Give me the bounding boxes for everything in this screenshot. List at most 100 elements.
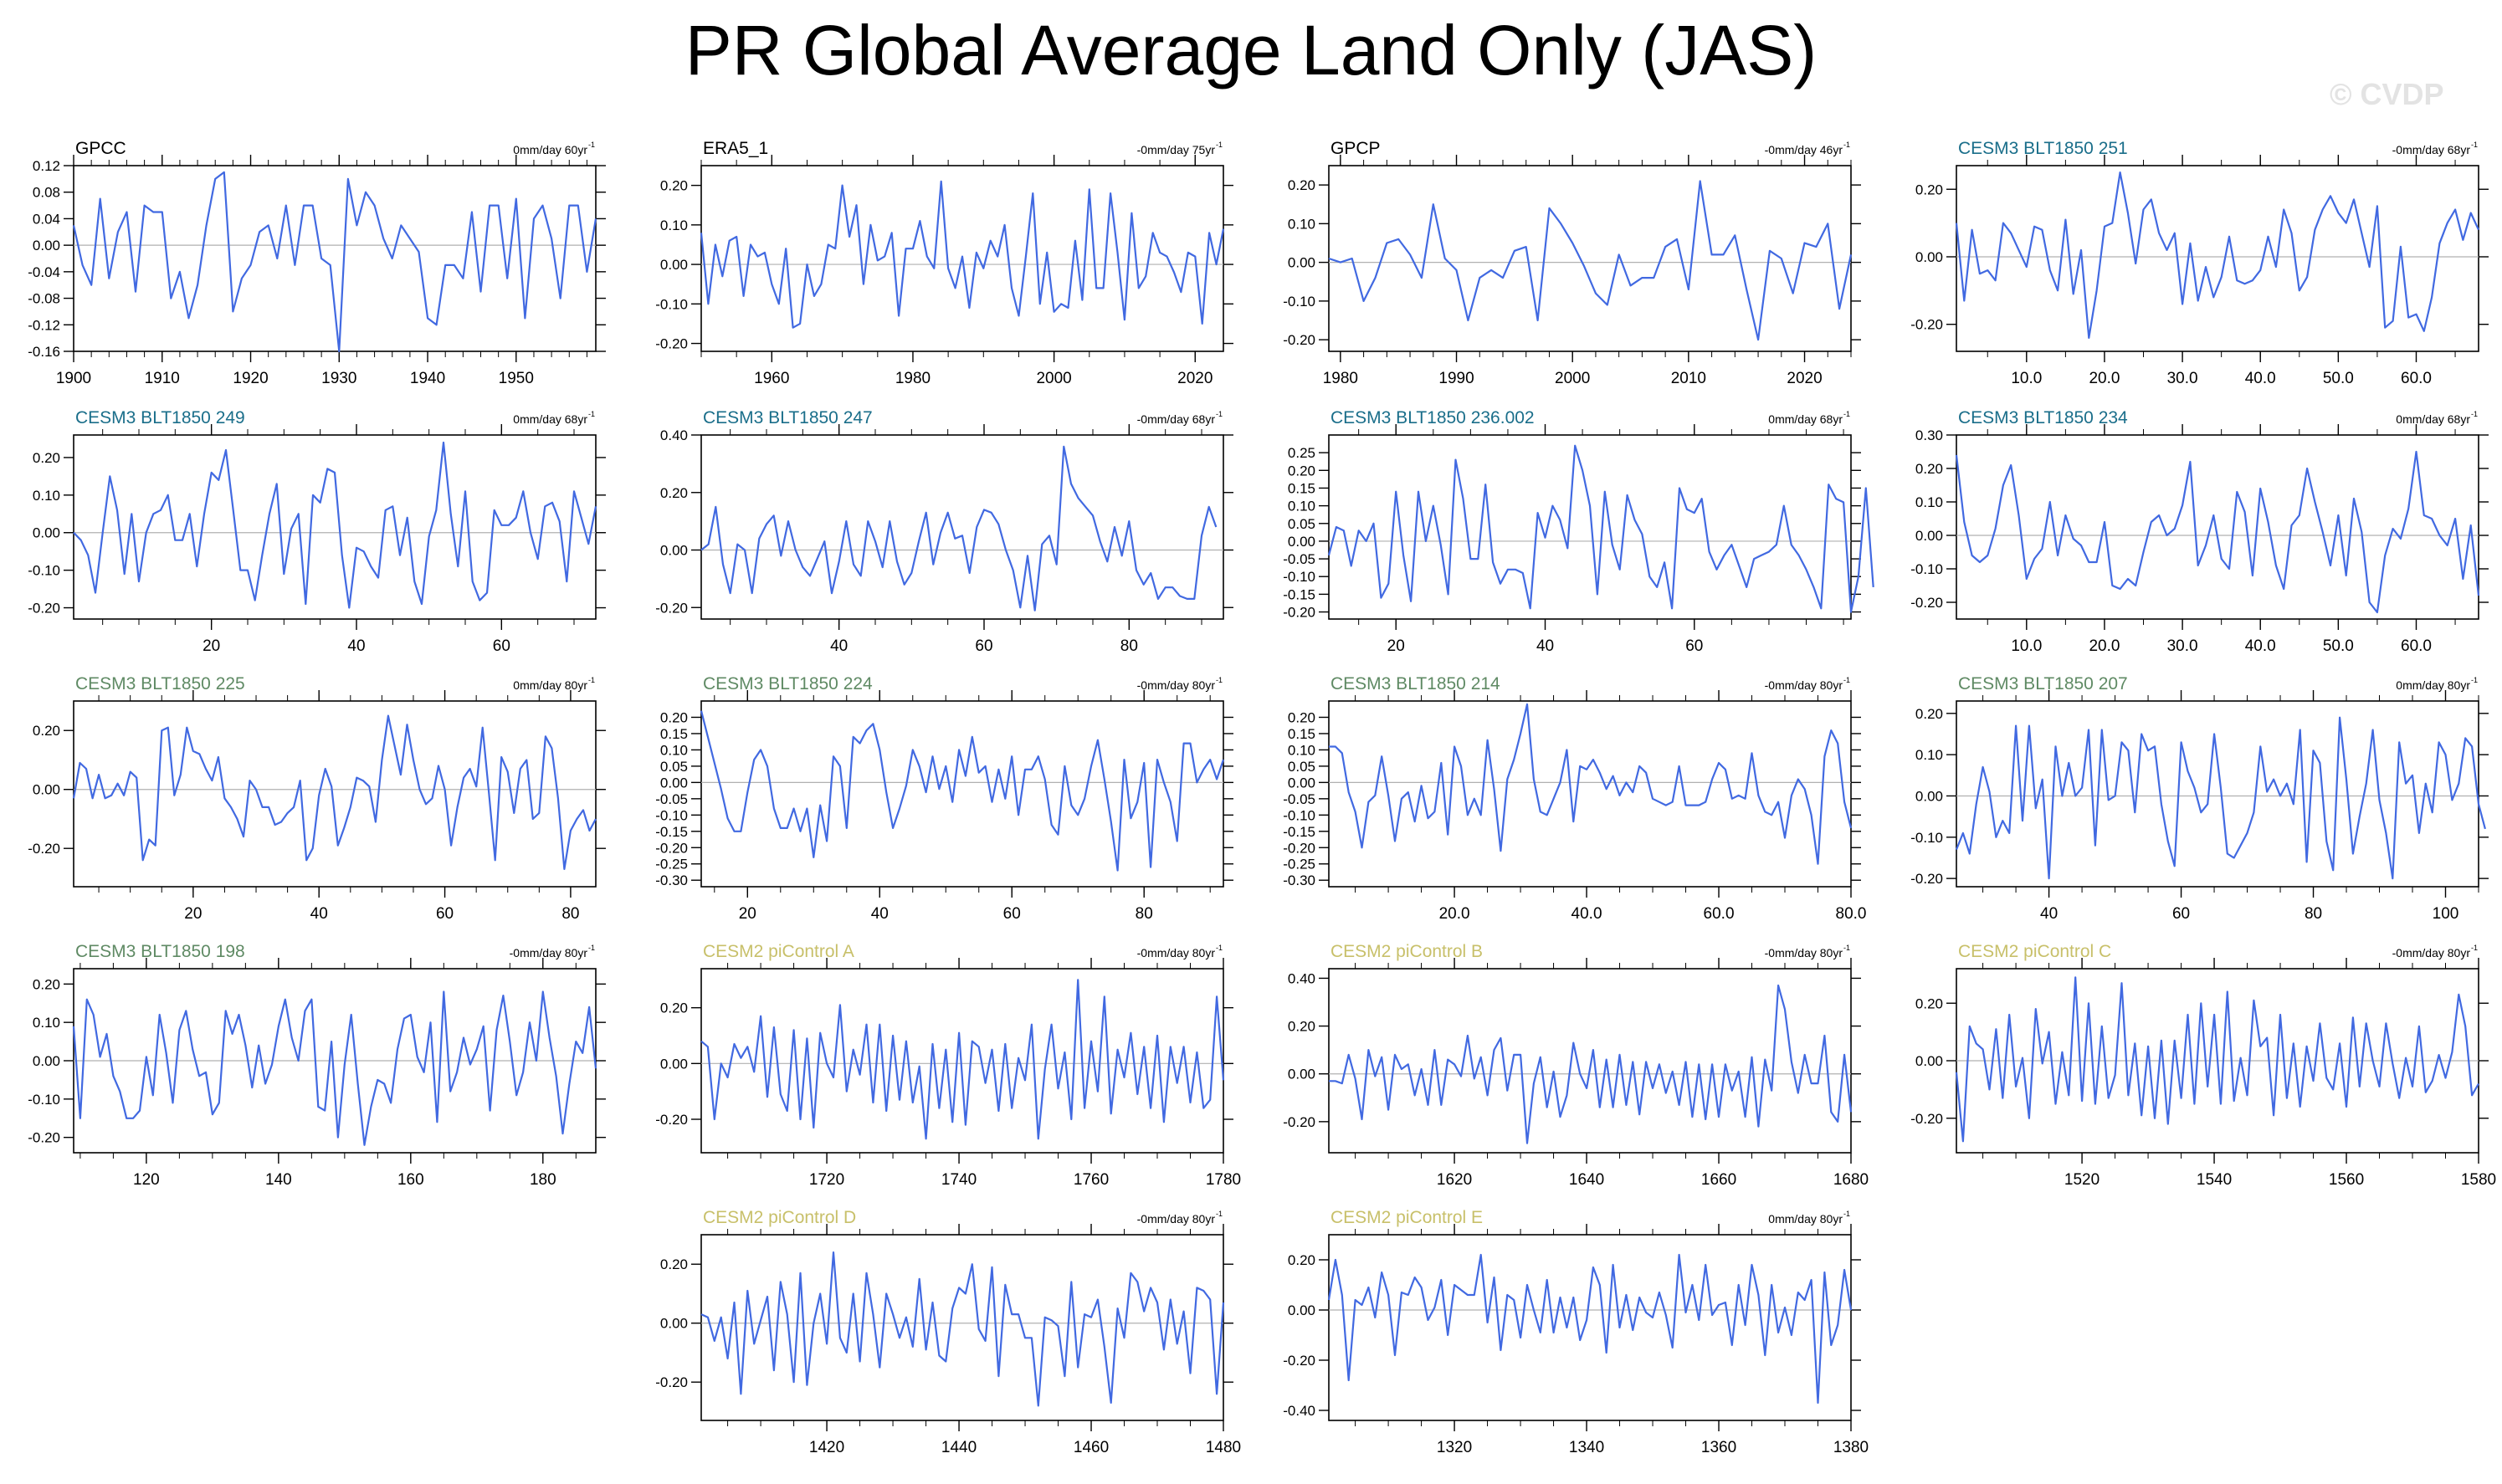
x-tick-label: 1950 [499,370,534,387]
panel-title: CESM3 BLT1850 198 [75,942,245,961]
page-title: PR Global Average Land Only (JAS) [684,11,1818,90]
y-tick-label: 0.00 [1288,1067,1315,1082]
x-tick-label: 30.0 [2167,637,2198,655]
panel-title: CESM3 BLT1850 247 [703,408,873,427]
x-tick-label: 40.0 [1571,905,1602,923]
chart-panel: -0.16 -0.12 -0.08 -0.04 0.00 0.04 0.08 0.12 1900… [28,139,606,387]
trend-label: 0mm/day 68yr [1768,412,1843,426]
y-tick-label: -0.10 [1283,294,1315,310]
x-tick-label: 40 [871,905,889,923]
series-line [700,180,1225,329]
x-tick-label: 20 [739,905,756,923]
x-tick-label: 40 [347,637,365,655]
x-tick-label: 20 [203,637,220,655]
chart-panel: -0.20 -0.10 0.00 0.10 0.20 1960 1980 2000 2020 ER… [655,139,1233,387]
panel-title: GPCP [1330,139,1381,158]
trend-exponent: -1 [1216,410,1223,418]
y-tick-label: 0.20 [660,178,688,194]
x-tick-label: 20.0 [2089,370,2120,387]
series-line [700,445,1218,612]
series-line [1327,1253,1853,1405]
y-tick-label: 0.10 [1915,747,1943,763]
y-tick-label: -0.12 [28,317,60,333]
trend-label: -0mm/day 46yr [1765,143,1843,156]
y-tick-label: 0.40 [1288,970,1315,986]
chart-panel: -0.20 -0.10 0.00 0.10 0.20 120 140 160 180 CESM3 … [28,942,606,1189]
y-tick-label: -0.20 [28,1130,60,1146]
panel-title: CESM3 BLT1850 234 [1958,408,2128,427]
trend-exponent: -1 [1216,141,1223,149]
chart-panel: -0.20 0.00 0.20 0.40 40 60 80 CESM3 BLT1850 247… [655,408,1233,655]
trend-exponent: -1 [588,410,595,418]
plot-frame [700,968,1224,1154]
y-tick-label: -0.20 [655,336,688,352]
y-tick-label: 0.05 [1288,516,1315,532]
watermark-label: © CVDP [2330,77,2444,111]
x-tick-label: 60.0 [1704,905,1735,923]
x-tick-label: 160 [397,1171,424,1189]
chart-panel: -0.20 -0.10 0.00 0.10 0.20 0.30 10.0 20.0 30.0 40… [1910,408,2489,655]
chart-panel: -0.20 -0.10 0.00 0.10 0.20 20 40 60 CESM3 BLT185… [28,408,606,655]
x-tick-label: 1990 [1438,370,1474,387]
trend-label: 0mm/day 68yr [2396,412,2470,426]
panel-title: CESM2 piControl E [1330,1208,1483,1227]
y-tick-label: -0.10 [28,1092,60,1108]
y-tick-label: -0.10 [28,563,60,579]
trend-exponent: -1 [1216,944,1223,952]
y-tick-label: -0.20 [1910,595,1943,611]
y-tick-label: 0.00 [33,782,60,798]
plot-frame [1956,700,2479,888]
y-tick-label: -0.30 [655,872,688,888]
y-tick-label: 0.00 [1915,528,1943,544]
y-tick-label: -0.10 [1910,830,1943,846]
x-tick-label: 1340 [1569,1439,1604,1456]
panel-title: CESM2 piControl C [1958,942,2111,961]
x-tick-label: 60.0 [2401,370,2432,387]
panel-title: CESM3 BLT1850 249 [75,408,245,427]
y-tick-label: 0.10 [33,488,60,504]
x-tick-label: 2000 [1555,370,1590,387]
trend-label: -0mm/day 80yr [1137,1212,1216,1226]
x-tick-label: 1520 [2064,1171,2100,1189]
x-tick-label: 50.0 [2323,637,2354,655]
y-tick-label: -0.15 [1283,586,1315,602]
y-tick-label: -0.25 [1283,857,1315,872]
x-tick-label: 40 [310,905,328,923]
series-line [1327,444,1874,613]
x-tick-label: 10.0 [2011,370,2042,387]
series-line [700,979,1225,1140]
y-tick-label: -0.08 [28,291,60,307]
panel-title: ERA5_1 [703,139,768,158]
y-tick-label: -0.20 [1283,332,1315,348]
chart-panel: -0.30-0.25-0.20-0.15-0.10-0.050.000.050.… [1283,674,1866,923]
x-tick-label: 1640 [1569,1171,1604,1189]
x-tick-label: 80 [1120,637,1138,655]
y-tick-label: -0.15 [1283,824,1315,840]
y-tick-label: 0.00 [1915,249,1943,265]
x-tick-label: 100 [2433,905,2459,923]
trend-label: 0mm/day 60yr [513,143,587,156]
y-tick-label: 0.10 [660,742,688,758]
y-tick-label: 0.30 [1915,427,1943,443]
panel-title: GPCC [75,139,126,158]
y-tick-label: 0.00 [33,1053,60,1069]
y-tick-label: 0.20 [660,485,688,501]
y-tick-label: 0.20 [33,976,60,992]
chart-panel: -0.20 0.00 0.20 20 40 60 80 CESM3 BLT1850 225 0m… [28,674,606,923]
series-line [1955,450,2480,614]
y-tick-label: 0.20 [33,450,60,466]
trend-label: -0mm/day 80yr [1137,946,1216,959]
y-tick-label: -0.20 [1910,1111,1943,1127]
x-tick-label: 40.0 [2245,370,2276,387]
y-tick-label: 0.25 [1288,445,1315,461]
plot-frame [1328,1234,1852,1421]
x-tick-label: 1720 [809,1171,844,1189]
plot-frame [1328,165,1852,352]
x-tick-label: 1560 [2329,1171,2364,1189]
x-tick-label: 1740 [941,1171,977,1189]
trend-label: -0mm/day 68yr [2392,143,2471,156]
x-tick-label: 1900 [56,370,91,387]
y-tick-label: 0.15 [1288,726,1315,742]
x-tick-label: 60 [1685,637,1703,655]
y-tick-label: -0.20 [1283,1114,1315,1130]
